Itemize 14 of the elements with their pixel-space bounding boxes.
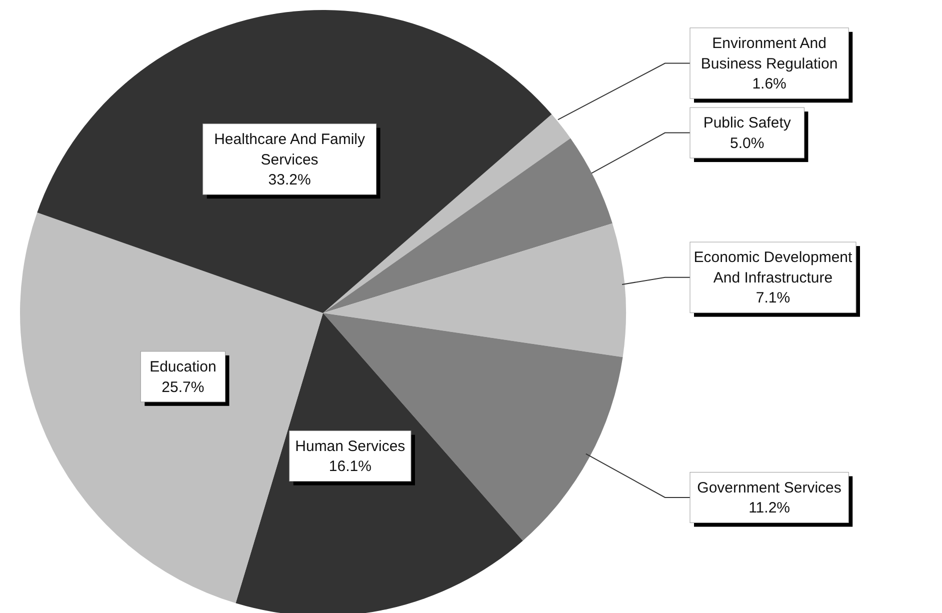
data-label: 16.1%: [328, 458, 372, 476]
data-label: 5.0%: [730, 134, 764, 152]
slice-label: Education: [150, 358, 216, 376]
data-label: 33.2%: [268, 172, 311, 189]
slice-label: Government Services: [697, 479, 842, 496]
slice-label: Healthcare And Family Services: [214, 131, 366, 168]
data-label: 1.6%: [752, 76, 786, 93]
data-label: 25.7%: [162, 378, 204, 396]
data-label: 7.1%: [756, 290, 790, 307]
slice-label: Economic Development And Infrastructure: [694, 249, 854, 286]
data-label: 11.2%: [748, 500, 790, 517]
slice-label: Environment And Business Regulation: [700, 35, 838, 72]
slice-label: Human Services: [295, 438, 406, 455]
slice-label: Public Safety: [703, 114, 792, 132]
